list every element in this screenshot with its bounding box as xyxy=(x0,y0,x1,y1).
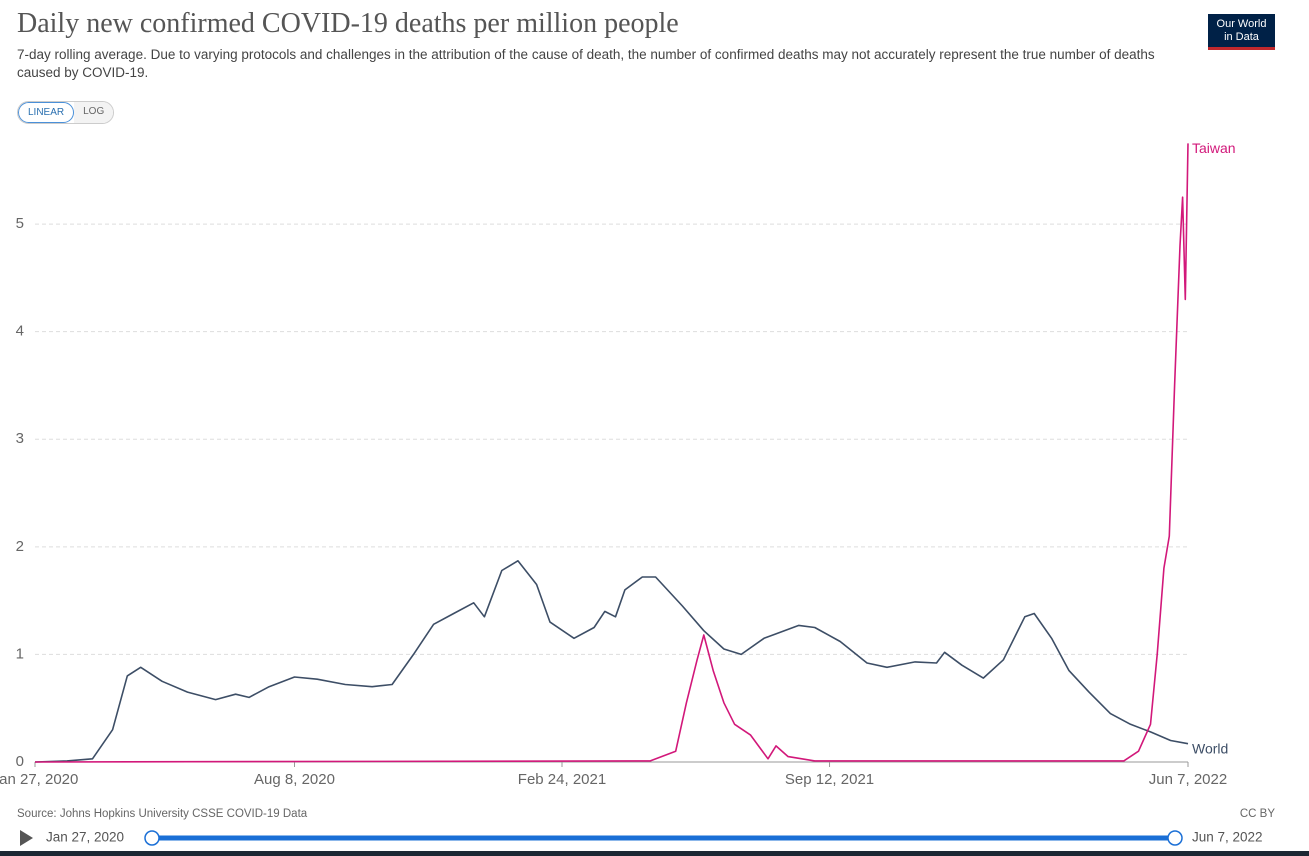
x-tick-label: Jun 7, 2022 xyxy=(1149,771,1227,788)
x-tick-label: Jan 27, 2020 xyxy=(0,771,78,788)
chart-subtitle: 7-day rolling average. Due to varying pr… xyxy=(17,47,1155,80)
series-line xyxy=(34,143,1189,763)
log-button[interactable]: LOG xyxy=(74,102,114,123)
timeline-start: Jan 27, 2020 xyxy=(46,830,124,845)
y-tick-label: 1 xyxy=(16,645,24,662)
linear-button[interactable]: LINEAR xyxy=(18,102,75,123)
source: Source: Johns Hopkins University CSSE CO… xyxy=(17,808,308,820)
x-tick-label: Aug 8, 2020 xyxy=(254,771,335,788)
logo-box[interactable] xyxy=(1208,14,1275,50)
scale-toggle: LINEAR LOG xyxy=(17,101,115,124)
series-label: Taiwan xyxy=(1192,140,1236,156)
timeline-handle[interactable] xyxy=(1167,830,1183,846)
x-tick-label: Feb 24, 2021 xyxy=(518,771,606,788)
logo-stripe xyxy=(1208,47,1275,50)
logo-text: in Data xyxy=(1224,31,1260,43)
timeline-handle[interactable] xyxy=(144,830,160,846)
series-label: World xyxy=(1192,740,1228,756)
logo-text: Our World xyxy=(1217,18,1267,30)
y-tick-label: 4 xyxy=(16,323,24,340)
y-tick-label: 0 xyxy=(16,753,24,770)
bottom-bar xyxy=(0,851,1309,856)
y-tick-label: 3 xyxy=(16,430,24,447)
chart-title: Daily new confirmed COVID-19 deaths per … xyxy=(17,8,679,39)
x-tick-label: Sep 12, 2021 xyxy=(785,771,874,788)
y-tick-label: 2 xyxy=(16,538,24,555)
license[interactable]: CC BY xyxy=(1240,808,1275,820)
series-line xyxy=(34,560,1189,763)
timeline-end: Jun 7, 2022 xyxy=(1192,830,1263,845)
play-button[interactable] xyxy=(20,830,33,846)
y-tick-label: 5 xyxy=(16,215,24,232)
